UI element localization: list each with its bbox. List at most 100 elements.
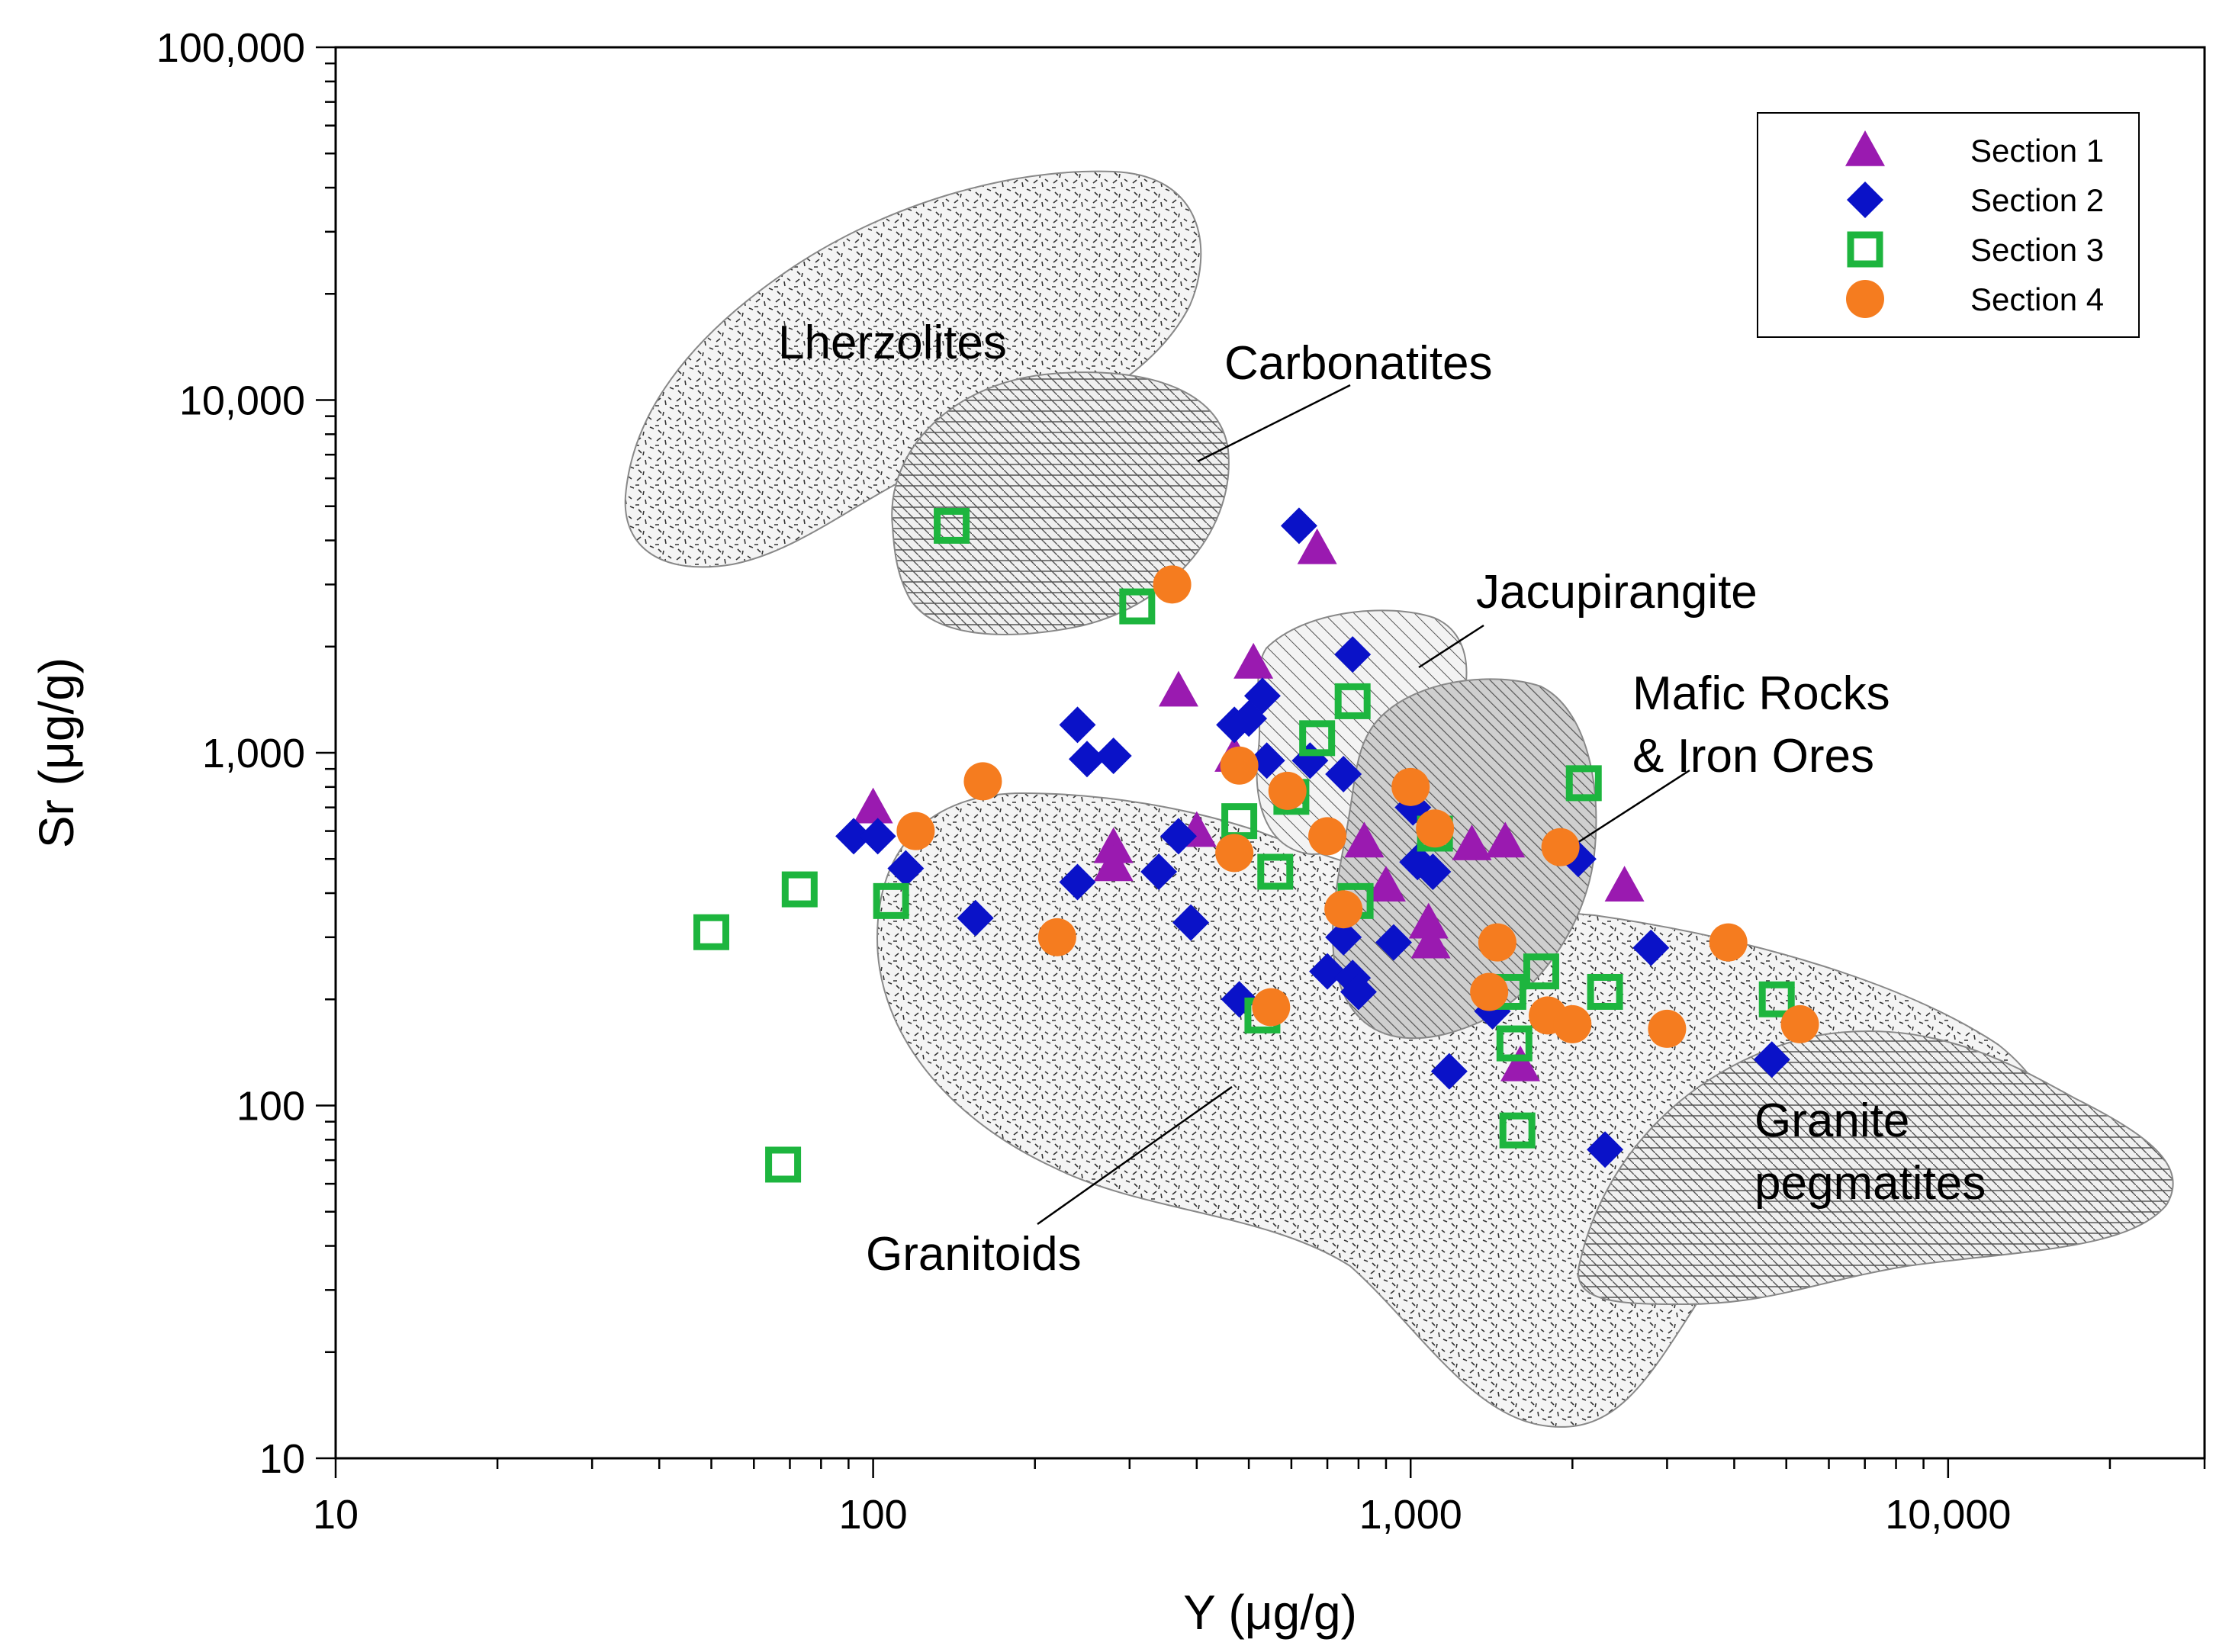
data-point xyxy=(1499,1112,1536,1149)
data-point xyxy=(1233,642,1274,679)
data-point xyxy=(1565,765,1602,802)
data-point xyxy=(1470,972,1509,1011)
data-point xyxy=(1325,918,1362,956)
label-jacupirangite: Jacupirangite xyxy=(1476,566,1758,619)
data-point xyxy=(1780,1004,1819,1043)
data-point xyxy=(1252,988,1291,1027)
data-point xyxy=(1587,973,1623,1010)
data-point xyxy=(1243,677,1281,715)
legend-marker xyxy=(1845,130,1885,166)
region-labels: Lherzolites Carbonatites Jacupirangite M… xyxy=(778,317,1986,1281)
data-point xyxy=(835,818,873,855)
data-point xyxy=(873,882,909,919)
data-point xyxy=(1257,853,1294,890)
data-point xyxy=(1410,922,1451,959)
data-point xyxy=(1220,746,1259,785)
region-lherzolites xyxy=(624,170,1202,568)
data-point xyxy=(934,507,970,544)
data-points xyxy=(693,507,1819,1183)
data-point xyxy=(1334,636,1372,673)
y-tick-label: 10 xyxy=(259,1436,305,1482)
legend-marker xyxy=(1847,182,1883,218)
y-tick-label: 100 xyxy=(236,1084,305,1130)
data-point xyxy=(1159,818,1197,855)
legend-item: Section 1 xyxy=(1845,130,2104,169)
x-tick-label: 10,000 xyxy=(1885,1492,2011,1538)
data-point xyxy=(1299,720,1336,757)
y-tick-label: 1,000 xyxy=(202,731,305,776)
data-point xyxy=(1093,845,1134,882)
data-point xyxy=(1416,809,1455,848)
y-tick-label: 100,000 xyxy=(156,25,305,71)
data-point xyxy=(1172,904,1210,941)
data-point xyxy=(1325,755,1362,792)
data-point xyxy=(1648,1009,1687,1048)
data-point xyxy=(1408,902,1449,939)
label-carbonatites: Carbonatites xyxy=(1224,337,1493,390)
data-point xyxy=(1334,683,1371,719)
legend-item: Section 2 xyxy=(1847,182,2104,218)
data-point xyxy=(896,812,935,850)
data-point xyxy=(1093,827,1134,863)
data-point xyxy=(1344,821,1385,858)
legend-box xyxy=(1757,112,2140,338)
legend-marker xyxy=(1846,280,1884,318)
label-granite-line1: Granite xyxy=(1754,1094,1909,1147)
data-point xyxy=(853,787,893,824)
data-point xyxy=(693,914,729,950)
data-point xyxy=(1553,1004,1592,1043)
data-point xyxy=(1280,507,1317,545)
legend-label: Section 1 xyxy=(1970,133,2104,169)
label-mafic-line2: & Iron Ores xyxy=(1632,730,1874,783)
data-point xyxy=(1375,924,1413,961)
jacupirangite-leader xyxy=(1418,624,1484,669)
data-point xyxy=(1268,771,1307,810)
label-granitoids: Granitoids xyxy=(866,1228,1082,1281)
data-point xyxy=(1095,738,1132,775)
data-point xyxy=(781,871,818,908)
data-point xyxy=(1068,741,1105,778)
data-point xyxy=(887,850,925,887)
data-point xyxy=(1541,828,1580,866)
series-4 xyxy=(896,565,1819,1048)
data-point xyxy=(1587,1131,1624,1168)
data-point xyxy=(1308,817,1347,856)
data-point xyxy=(1758,981,1795,1017)
label-granite-line2: pegmatites xyxy=(1754,1157,1986,1210)
leader-lines xyxy=(1037,384,1690,1226)
region-carbonatites xyxy=(891,371,1230,635)
legend-item: Section 3 xyxy=(1847,231,2104,268)
data-point xyxy=(1324,890,1363,929)
data-point xyxy=(1452,824,1492,860)
data-point xyxy=(1365,866,1406,902)
data-point xyxy=(1414,853,1452,890)
data-point xyxy=(1523,953,1559,990)
legend-item: Section 4 xyxy=(1846,280,2104,318)
data-point xyxy=(1500,1045,1541,1082)
data-point xyxy=(1158,670,1198,707)
data-point xyxy=(1559,840,1597,878)
data-point xyxy=(765,1146,802,1183)
data-point xyxy=(1496,1025,1533,1062)
legend-marker xyxy=(1847,231,1883,268)
legend-label: Section 4 xyxy=(1970,281,2104,317)
data-point xyxy=(1391,767,1430,806)
data-point xyxy=(1059,863,1096,901)
data-point xyxy=(1632,929,1670,966)
x-tick-label: 100 xyxy=(839,1492,908,1538)
x-tick-label: 1,000 xyxy=(1359,1492,1462,1538)
data-point xyxy=(1140,853,1178,890)
data-point xyxy=(1037,918,1076,956)
data-point xyxy=(1119,588,1156,625)
data-point xyxy=(1309,953,1346,990)
data-point xyxy=(1153,565,1192,604)
data-point xyxy=(1478,923,1516,962)
data-point xyxy=(963,762,1002,801)
data-point xyxy=(1485,821,1526,858)
granitoids-leader xyxy=(1037,1085,1233,1226)
carbonatites-leader xyxy=(1197,384,1351,463)
legend-label: Section 3 xyxy=(1970,232,2104,268)
axes: 10 100 1,000 10,000 10 100 1,000 10,000 100,000 xyxy=(156,25,2206,1538)
data-point xyxy=(1430,1053,1468,1090)
